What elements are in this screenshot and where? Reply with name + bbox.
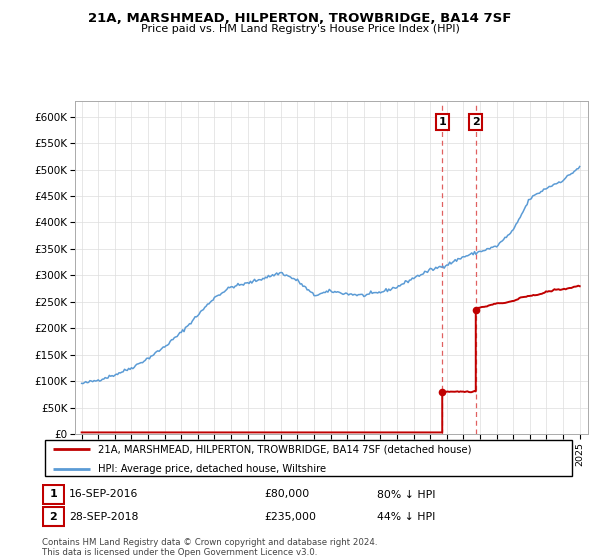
Text: 1: 1 — [50, 489, 57, 500]
Text: 80% ↓ HPI: 80% ↓ HPI — [377, 489, 436, 500]
Text: HPI: Average price, detached house, Wiltshire: HPI: Average price, detached house, Wilt… — [98, 464, 326, 474]
Text: 2: 2 — [472, 117, 479, 127]
Text: Price paid vs. HM Land Registry's House Price Index (HPI): Price paid vs. HM Land Registry's House … — [140, 24, 460, 34]
Text: £80,000: £80,000 — [264, 489, 309, 500]
Text: 16-SEP-2016: 16-SEP-2016 — [69, 489, 139, 500]
Text: 44% ↓ HPI: 44% ↓ HPI — [377, 512, 435, 522]
Text: Contains HM Land Registry data © Crown copyright and database right 2024.
This d: Contains HM Land Registry data © Crown c… — [42, 538, 377, 557]
FancyBboxPatch shape — [43, 485, 64, 504]
Text: 28-SEP-2018: 28-SEP-2018 — [69, 512, 139, 522]
Text: 2: 2 — [50, 512, 57, 522]
FancyBboxPatch shape — [44, 440, 572, 477]
Text: 21A, MARSHMEAD, HILPERTON, TROWBRIDGE, BA14 7SF: 21A, MARSHMEAD, HILPERTON, TROWBRIDGE, B… — [88, 12, 512, 25]
Text: 1: 1 — [439, 117, 446, 127]
Text: 21A, MARSHMEAD, HILPERTON, TROWBRIDGE, BA14 7SF (detached house): 21A, MARSHMEAD, HILPERTON, TROWBRIDGE, B… — [98, 444, 472, 454]
Text: £235,000: £235,000 — [264, 512, 316, 522]
FancyBboxPatch shape — [43, 507, 64, 526]
